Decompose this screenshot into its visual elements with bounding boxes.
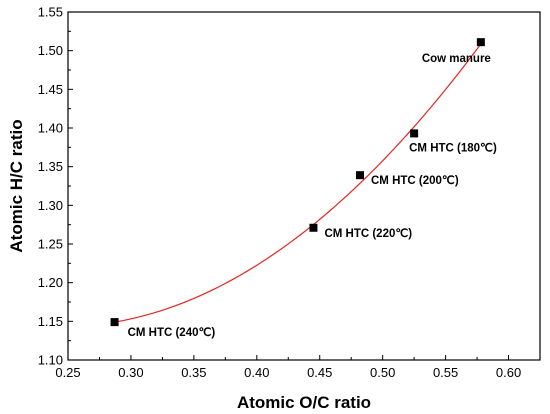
- y-tick-label: 1.35: [38, 159, 63, 174]
- y-tick-label: 1.25: [38, 237, 63, 252]
- data-point: [110, 318, 119, 327]
- data-point: [356, 171, 365, 180]
- point-label: CM HTC (180℃): [409, 141, 497, 154]
- y-tick-label: 1.20: [38, 275, 63, 290]
- y-tick-label: 1.15: [38, 314, 63, 329]
- x-tick-label: 0.60: [496, 365, 521, 380]
- point-label: CM HTC (220℃): [324, 227, 412, 240]
- x-tick-label: 0.45: [307, 365, 332, 380]
- y-tick-label: 1.55: [38, 5, 63, 20]
- x-tick-label: 0.35: [181, 365, 206, 380]
- data-points: Cow manure CM HTC (180℃) CM HTC (200℃) CM H…: [110, 38, 497, 339]
- data-point: [476, 38, 485, 47]
- point-label: Cow manure: [422, 53, 491, 65]
- y-tick-label: 1.45: [38, 82, 63, 97]
- y-tick-label: 1.10: [38, 353, 63, 368]
- y-axis-ticks: 1.10 1.15 1.20 1.25 1.30 1.35 1.40 1.45 1.50 1.55: [38, 5, 73, 368]
- fit-curve: [114, 43, 482, 323]
- x-tick-label: 0.55: [433, 365, 458, 380]
- data-point: [309, 223, 318, 232]
- point-label: CM HTC (200℃): [371, 174, 459, 187]
- y-tick-label: 1.50: [38, 43, 63, 58]
- x-tick-label: 0.40: [244, 365, 269, 380]
- y-tick-label: 1.40: [38, 121, 63, 136]
- y-tick-label: 1.30: [38, 198, 63, 213]
- x-axis-ticks: 0.25 0.30 0.35 0.40 0.45 0.50 0.55 0.60: [55, 355, 521, 380]
- data-point: [410, 129, 419, 138]
- point-label: CM HTC (240℃): [128, 326, 216, 339]
- x-tick-label: 0.25: [55, 365, 80, 380]
- x-tick-label: 0.30: [118, 365, 143, 380]
- y-axis-label: Atomic H/C ratio: [7, 119, 26, 252]
- x-tick-label: 0.50: [370, 365, 395, 380]
- x-axis-label: Atomic O/C ratio: [237, 393, 371, 412]
